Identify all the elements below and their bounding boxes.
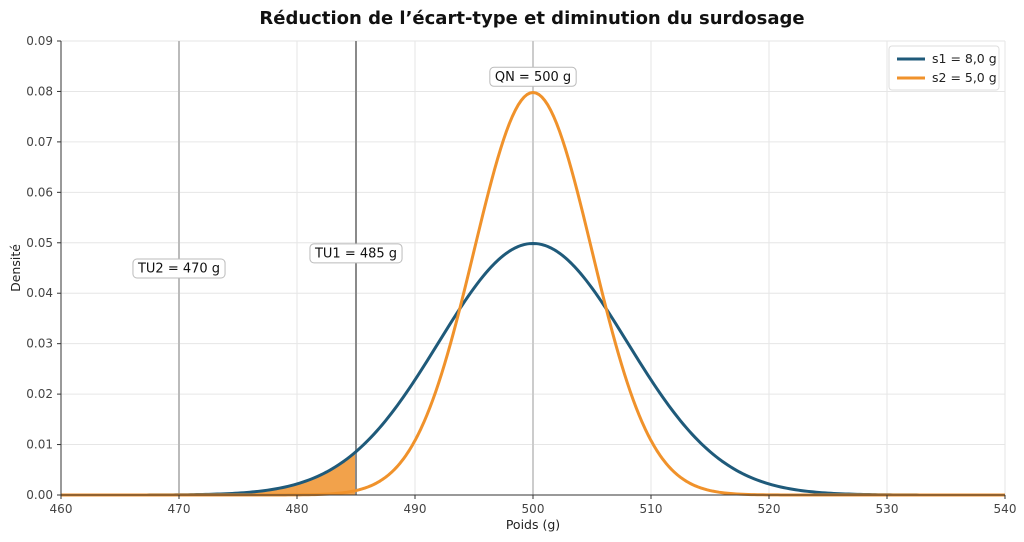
- reference-lines: [178, 41, 534, 495]
- x-tick-label-6: 520: [758, 502, 781, 516]
- y-axis-label: Densité: [8, 244, 23, 292]
- annotation-box-2: [489, 66, 577, 87]
- x-tick-label-7: 530: [876, 502, 899, 516]
- y-tick-label-8: 0.08: [26, 84, 53, 98]
- legend-label-s1: s1 = 8,0 g: [932, 51, 997, 66]
- x-tick-label-5: 510: [640, 502, 663, 516]
- y-ticks: 0.00 0.01 0.02 0.03 0.04 0.05 0.06 0.07 0.08 0.09: [26, 34, 61, 502]
- x-tick-label-0: 460: [50, 502, 73, 516]
- shaded-area: [61, 451, 356, 495]
- x-tick-label-1: 470: [168, 502, 191, 516]
- x-tick-label-4: 500: [522, 502, 545, 516]
- x-ticks: 460 470 480 490 500 510 520 530 540: [50, 495, 1017, 516]
- y-tick-label-1: 0.01: [26, 438, 53, 452]
- legend-label-s2: s2 = 5,0 g: [932, 70, 997, 85]
- y-tick-label-3: 0.03: [26, 337, 53, 351]
- y-tick-label-9: 0.09: [26, 34, 53, 48]
- x-axis-label: Poids (g): [506, 517, 560, 532]
- chart-title: Réduction de l’écart-type et diminution …: [259, 8, 804, 29]
- annotation-text-0: TU2 = 470 g: [137, 262, 220, 277]
- y-tick-label-5: 0.05: [26, 236, 53, 250]
- x-tick-label-2: 480: [286, 502, 309, 516]
- annotation-box-0: [132, 258, 226, 279]
- y-tick-label-4: 0.04: [26, 286, 53, 300]
- x-tick-label-8: 540: [994, 502, 1017, 516]
- annotation-box-1: [309, 243, 403, 264]
- y-tick-label-0: 0.00: [26, 488, 53, 502]
- annotation-text-2: QN = 500 g: [495, 70, 571, 85]
- shaded-overfill-area: [61, 451, 356, 495]
- annotation-text-1: TU1 = 485 g: [314, 246, 397, 261]
- y-tick-label-2: 0.02: [26, 387, 53, 401]
- annotations: TU2 = 470 g TU1 = 485 g QN = 500 g: [132, 66, 577, 279]
- legend: s1 = 8,0 g s2 = 5,0 g: [888, 45, 1000, 91]
- x-tick-label-3: 490: [404, 502, 427, 516]
- y-tick-label-7: 0.07: [26, 135, 53, 149]
- y-tick-label-6: 0.06: [26, 185, 53, 199]
